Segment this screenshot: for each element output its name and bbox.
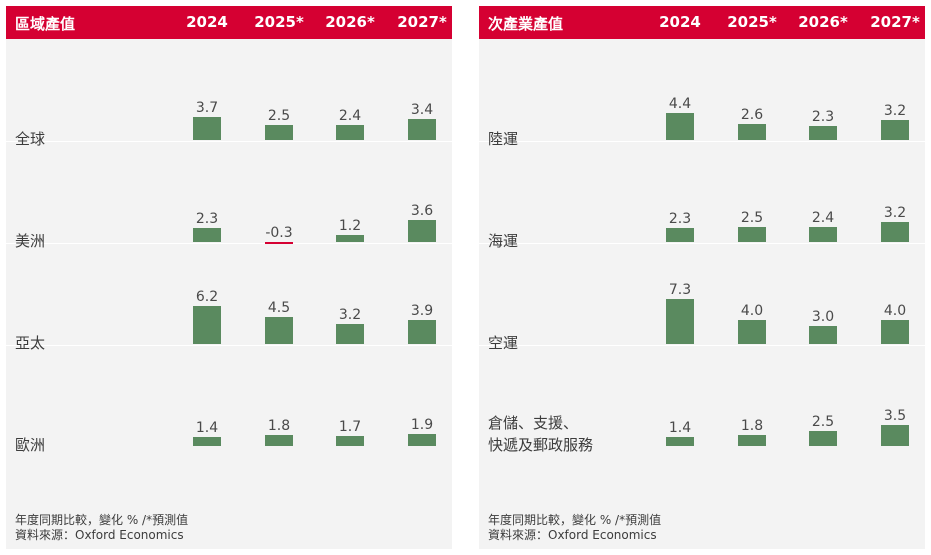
row-separator xyxy=(479,345,925,346)
bar xyxy=(193,306,221,344)
bar xyxy=(336,324,364,344)
value-label: 3.2 xyxy=(338,307,362,324)
year-header: 2024 xyxy=(186,13,228,31)
row-separator xyxy=(6,345,452,346)
value-label: 2.3 xyxy=(811,108,835,125)
value-label: 3.0 xyxy=(811,308,835,325)
panel-title: 次產業產值 xyxy=(488,15,564,33)
bar xyxy=(809,325,837,344)
row-separator xyxy=(479,141,925,142)
bar xyxy=(265,124,293,140)
footnote-line: 資料來源：Oxford Economics xyxy=(488,528,657,542)
bar xyxy=(738,226,766,242)
value-label: 2.5 xyxy=(811,413,835,430)
negative-bar xyxy=(265,242,293,244)
row-label: 亞太 xyxy=(15,334,46,352)
footnote-line: 資料來源：Oxford Economics xyxy=(15,528,184,542)
panel-header: 次產業產值 2024 2025* 2026* 2027* xyxy=(479,6,925,39)
value-label: 3.7 xyxy=(195,100,219,117)
value-label: 3.5 xyxy=(883,407,907,424)
bar xyxy=(881,222,909,242)
bar xyxy=(738,319,766,344)
value-label: 2.3 xyxy=(668,210,692,227)
value-label: 4.0 xyxy=(883,302,907,319)
bar xyxy=(809,430,837,446)
value-label: -0.3 xyxy=(265,225,293,241)
bar xyxy=(193,437,221,446)
bar xyxy=(738,124,766,140)
value-label: 2.5 xyxy=(267,107,291,124)
row-label: 歐洲 xyxy=(15,436,46,454)
value-label: 1.4 xyxy=(195,420,219,437)
bar xyxy=(408,434,436,446)
row-label: 海運 xyxy=(488,232,519,250)
row-label: 陸運 xyxy=(488,130,519,148)
row-label: 倉儲、支援、 快遞及郵政服務 xyxy=(488,414,594,454)
year-header: 2026* xyxy=(325,13,375,31)
year-header: 2025* xyxy=(254,13,304,31)
bar xyxy=(666,299,694,344)
value-label: 1.4 xyxy=(668,420,692,437)
year-header: 2025* xyxy=(727,13,777,31)
bar xyxy=(738,435,766,446)
row-label: 美洲 xyxy=(15,232,46,250)
value-label: 2.4 xyxy=(338,108,362,125)
subsector-output-panel: 次產業產值 2024 2025* 2026* 2027* 陸運 4.4 2.6 2.3 3.2 海運… xyxy=(479,6,925,549)
value-label: 3.2 xyxy=(883,205,907,222)
value-label: 2.5 xyxy=(740,209,764,226)
panel-header: 區域產值 2024 2025* 2026* 2027* xyxy=(6,6,452,39)
value-label: 4.4 xyxy=(668,96,692,113)
year-header: 2027* xyxy=(870,13,920,31)
value-label: 4.0 xyxy=(740,302,764,319)
chart-footnote: 年度同期比較，變化 % /*預測值 資料來源：Oxford Economics xyxy=(488,513,661,543)
value-label: 1.9 xyxy=(410,417,434,434)
bar xyxy=(336,125,364,140)
year-header: 2027* xyxy=(397,13,447,31)
bar xyxy=(265,435,293,446)
year-header: 2026* xyxy=(798,13,848,31)
bar xyxy=(881,424,909,446)
bar xyxy=(193,117,221,140)
year-header: 2024 xyxy=(659,13,701,31)
bar xyxy=(881,319,909,344)
row-separator xyxy=(6,141,452,142)
bar xyxy=(666,227,694,242)
row-label: 全球 xyxy=(15,130,46,148)
regional-output-panel: 區域產值 2024 2025* 2026* 2027* 全球 3.7 2.5 2.4 3.4 美洲 2… xyxy=(6,6,452,549)
bar xyxy=(809,125,837,140)
chart-footnote: 年度同期比較，變化 % /*預測值 資料來源：Oxford Economics xyxy=(15,513,188,543)
bar xyxy=(666,113,694,140)
value-label: 1.7 xyxy=(338,418,362,435)
row-separator xyxy=(6,243,452,244)
bar xyxy=(666,437,694,446)
bar xyxy=(408,320,436,344)
bar xyxy=(336,234,364,242)
bar xyxy=(193,227,221,242)
value-label: 2.3 xyxy=(195,210,219,227)
value-label: 3.9 xyxy=(410,303,434,320)
value-label: 1.8 xyxy=(740,418,764,435)
bar xyxy=(809,227,837,242)
footnote-line: 年度同期比較，變化 % /*預測值 xyxy=(488,513,662,527)
value-label: 2.4 xyxy=(811,210,835,227)
value-label: 1.2 xyxy=(338,217,362,234)
value-label: 3.6 xyxy=(410,203,434,220)
value-label: 4.5 xyxy=(267,299,291,316)
value-label: 3.2 xyxy=(883,103,907,120)
bar xyxy=(881,120,909,140)
bar xyxy=(336,435,364,446)
row-separator xyxy=(479,243,925,244)
panel-title: 區域產值 xyxy=(15,15,76,33)
bar xyxy=(408,220,436,242)
bar xyxy=(265,316,293,344)
row-label: 空運 xyxy=(488,334,519,352)
bar xyxy=(408,119,436,140)
footnote-line: 年度同期比較，變化 % /*預測值 xyxy=(15,513,189,527)
value-label: 2.6 xyxy=(740,107,764,124)
value-label: 3.4 xyxy=(410,102,434,119)
value-label: 6.2 xyxy=(195,289,219,306)
value-label: 1.8 xyxy=(267,418,291,435)
value-label: 7.3 xyxy=(668,282,692,299)
